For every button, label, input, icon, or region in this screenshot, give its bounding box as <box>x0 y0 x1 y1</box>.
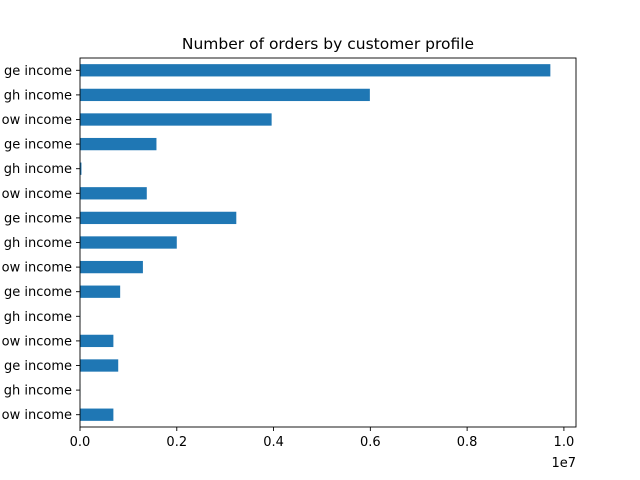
x-tick-label: 1.0 <box>554 435 575 450</box>
chart-title: Number of orders by customer profile <box>182 35 474 53</box>
x-tick-label: 0.6 <box>360 435 381 450</box>
bar <box>80 260 143 274</box>
bar <box>80 187 147 200</box>
bar <box>80 88 370 102</box>
bar <box>80 113 272 126</box>
y-tick-label: ow income <box>2 334 72 349</box>
y-tick-label: ow income <box>2 187 72 202</box>
bar <box>80 137 157 151</box>
y-tick-label: ow income <box>2 113 72 128</box>
x-tick-label: 0.2 <box>166 435 187 450</box>
y-tick-label: ow income <box>2 261 72 276</box>
bar <box>80 334 114 348</box>
y-tick-label: gh income <box>4 162 72 177</box>
y-tick-label: ge income <box>4 64 72 79</box>
y-axis: ge income gh income ow income ge income gh i… <box>2 64 80 423</box>
plot-frame <box>79 57 577 428</box>
y-tick-label: ow income <box>2 408 72 423</box>
bar <box>80 236 177 249</box>
y-tick-label: gh income <box>4 384 72 399</box>
x-tick-label: 0.0 <box>70 435 91 450</box>
x-tick-label: 0.8 <box>457 435 478 450</box>
bar <box>80 64 551 77</box>
bars-group <box>80 64 551 421</box>
y-tick-label: ge income <box>4 138 72 153</box>
y-tick-label: ge income <box>4 285 72 300</box>
bar <box>80 285 121 298</box>
y-tick-label: gh income <box>4 310 72 325</box>
y-tick-label: ge income <box>4 359 72 374</box>
x-axis-offset-label: 1e7 <box>551 456 576 471</box>
bar <box>80 211 237 225</box>
y-tick-label: ge income <box>4 211 72 226</box>
x-tick-label: 0.4 <box>263 435 284 450</box>
bar <box>80 408 114 421</box>
bar <box>80 162 82 175</box>
x-axis: 0.0 0.2 0.4 0.6 0.8 1.0 <box>70 427 575 450</box>
y-tick-label: gh income <box>4 88 72 103</box>
y-tick-label: gh income <box>4 236 72 251</box>
bar <box>80 359 119 372</box>
